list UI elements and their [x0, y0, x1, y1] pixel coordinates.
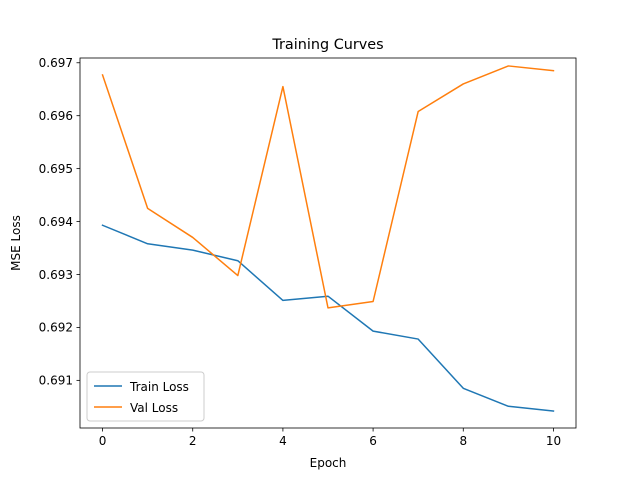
plot-frame: [79, 57, 577, 429]
legend-box: [86, 371, 205, 422]
legend: Train Loss Val Loss: [86, 371, 205, 422]
x-tick-label: 6: [369, 434, 377, 448]
series-layer: [101, 65, 555, 412]
legend-label-train-loss: Train Loss: [129, 380, 189, 394]
y-tick-label: 0.692: [39, 321, 73, 335]
x-tick-label: 8: [459, 434, 467, 448]
series-line-train-loss: [101, 224, 555, 412]
y-tick-label: 0.695: [39, 162, 73, 176]
series-line-val-loss: [101, 65, 555, 309]
x-tick-label: 10: [546, 434, 561, 448]
y-tick-label: 0.693: [39, 268, 73, 282]
x-axis-ticks: 0 2 4 6 8 10: [99, 428, 561, 448]
legend-label-val-loss: Val Loss: [130, 401, 178, 415]
y-tick-label: 0.696: [39, 109, 73, 123]
y-axis-ticks: 0.691 0.692 0.693 0.694 0.695 0.696 0.697: [39, 56, 80, 388]
x-tick-label: 0: [99, 434, 107, 448]
x-axis-label: Epoch: [310, 456, 347, 470]
y-tick-label: 0.694: [39, 215, 73, 229]
y-axis-label: MSE Loss: [9, 215, 23, 271]
x-tick-label: 2: [189, 434, 197, 448]
y-tick-label: 0.697: [39, 56, 73, 70]
chart-title: Training Curves: [271, 37, 383, 53]
y-tick-label: 0.691: [39, 374, 73, 388]
x-tick-label: 4: [279, 434, 287, 448]
